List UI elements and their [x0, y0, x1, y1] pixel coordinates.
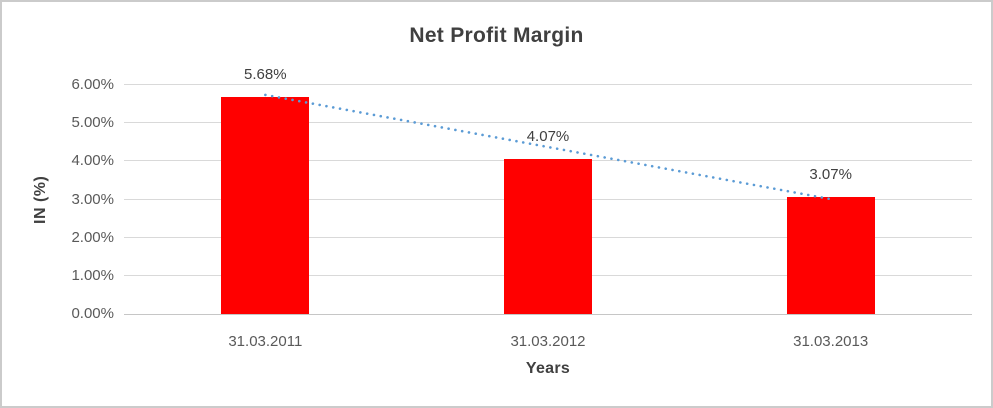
x-axis-title: Years — [525, 360, 571, 377]
bar-series-net-profit-margin[interactable] — [504, 158, 592, 314]
y-tick-label: 6.00% — [71, 76, 114, 93]
y-tick-label: 2.00% — [71, 228, 114, 246]
y-tick-label: 4.00% — [71, 152, 114, 170]
y-tick-label: 3.00% — [71, 190, 114, 208]
x-tick-label: 31.03.2011 — [228, 333, 303, 350]
plot-area: 5.68% 4.07% 3.07% — [124, 66, 972, 315]
y-tick-label: 5.00% — [71, 114, 114, 132]
trendline-dotted[interactable] — [264, 93, 832, 201]
gridline — [124, 122, 972, 124]
chart-title: Net Profit Margin — [409, 24, 584, 47]
y-axis-tick-labels: 0.00% 1.00% 2.00% 3.00% 4.00% 5.00% 6.00% — [2, 76, 114, 322]
bar-data-label: 5.68% — [244, 66, 287, 84]
x-tick-label: 31.03.2013 — [793, 333, 869, 350]
bar-data-label: 4.07% — [526, 127, 570, 145]
y-tick-label: 1.00% — [71, 266, 114, 284]
bar-data-label: 3.07% — [809, 165, 852, 183]
bar-series-net-profit-margin[interactable] — [221, 97, 310, 314]
bar-series-net-profit-margin[interactable] — [786, 196, 875, 314]
y-tick-label: 0.00% — [71, 305, 114, 322]
trendline-layer — [264, 93, 832, 201]
x-axis-tick-labels: 31.03.2011 31.03.2012 31.03.2013 — [124, 85, 972, 365]
gridline — [124, 84, 972, 85]
x-tick-label: 31.03.2012 — [510, 333, 586, 350]
